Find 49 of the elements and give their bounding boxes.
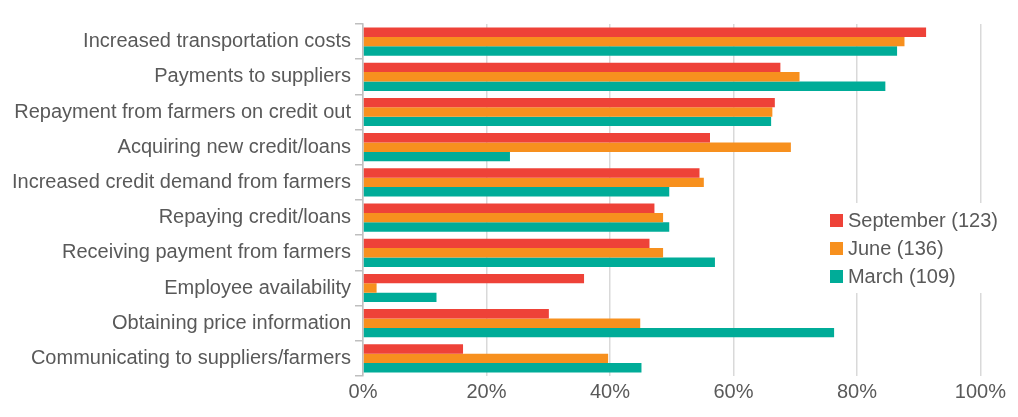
bar [363, 283, 377, 293]
bar [363, 133, 710, 143]
x-tick-label: 0% [348, 379, 378, 402]
y-tick-label: Repayment from farmers on credit out [14, 99, 352, 122]
y-tick-label: Payments to suppliers [154, 64, 352, 87]
bar [363, 257, 715, 267]
bar [363, 344, 464, 354]
bar [363, 62, 781, 73]
bar [363, 46, 898, 56]
y-tick-label: Repaying credit/loans [158, 205, 352, 228]
legend-label: September (123) [847, 208, 998, 233]
x-tick-label: 100% [954, 379, 1007, 402]
bar [363, 72, 800, 82]
bar [363, 81, 886, 91]
legend-label: March (109) [847, 264, 956, 289]
bar [363, 36, 905, 47]
bar [363, 97, 775, 108]
bar [363, 116, 772, 127]
bar [363, 309, 549, 319]
bar [363, 238, 650, 249]
x-tick-label: 40% [589, 379, 631, 402]
bar [363, 248, 664, 258]
bar [363, 177, 704, 188]
y-tick-label: Obtaining price information [112, 310, 352, 333]
bar [363, 151, 510, 162]
bar [363, 327, 835, 338]
bar [363, 203, 655, 213]
x-tick-label: 60% [713, 379, 754, 402]
bar [363, 107, 773, 117]
y-tick-label: Employee availability [164, 275, 352, 298]
legend-label: June (136) [847, 236, 944, 261]
y-tick-label: Increased transportation costs [83, 29, 352, 52]
bar [363, 292, 437, 303]
bar [363, 187, 670, 197]
x-tick-label: 80% [836, 379, 878, 402]
bar [363, 273, 585, 284]
bar [363, 363, 642, 373]
bar [363, 353, 609, 364]
bar [363, 222, 670, 232]
x-tick-label: 20% [466, 379, 507, 402]
y-tick-label: Communicating to suppliers/farmers [30, 345, 352, 368]
bar [363, 212, 664, 223]
bar [363, 142, 791, 152]
bar [363, 318, 641, 328]
y-tick-label: Acquiring new credit/loans [117, 134, 352, 157]
bar [363, 168, 700, 178]
y-tick-label: Receiving payment from farmers [62, 240, 352, 263]
y-tick-label: Increased credit demand from farmers [11, 169, 352, 192]
bar [363, 27, 927, 37]
